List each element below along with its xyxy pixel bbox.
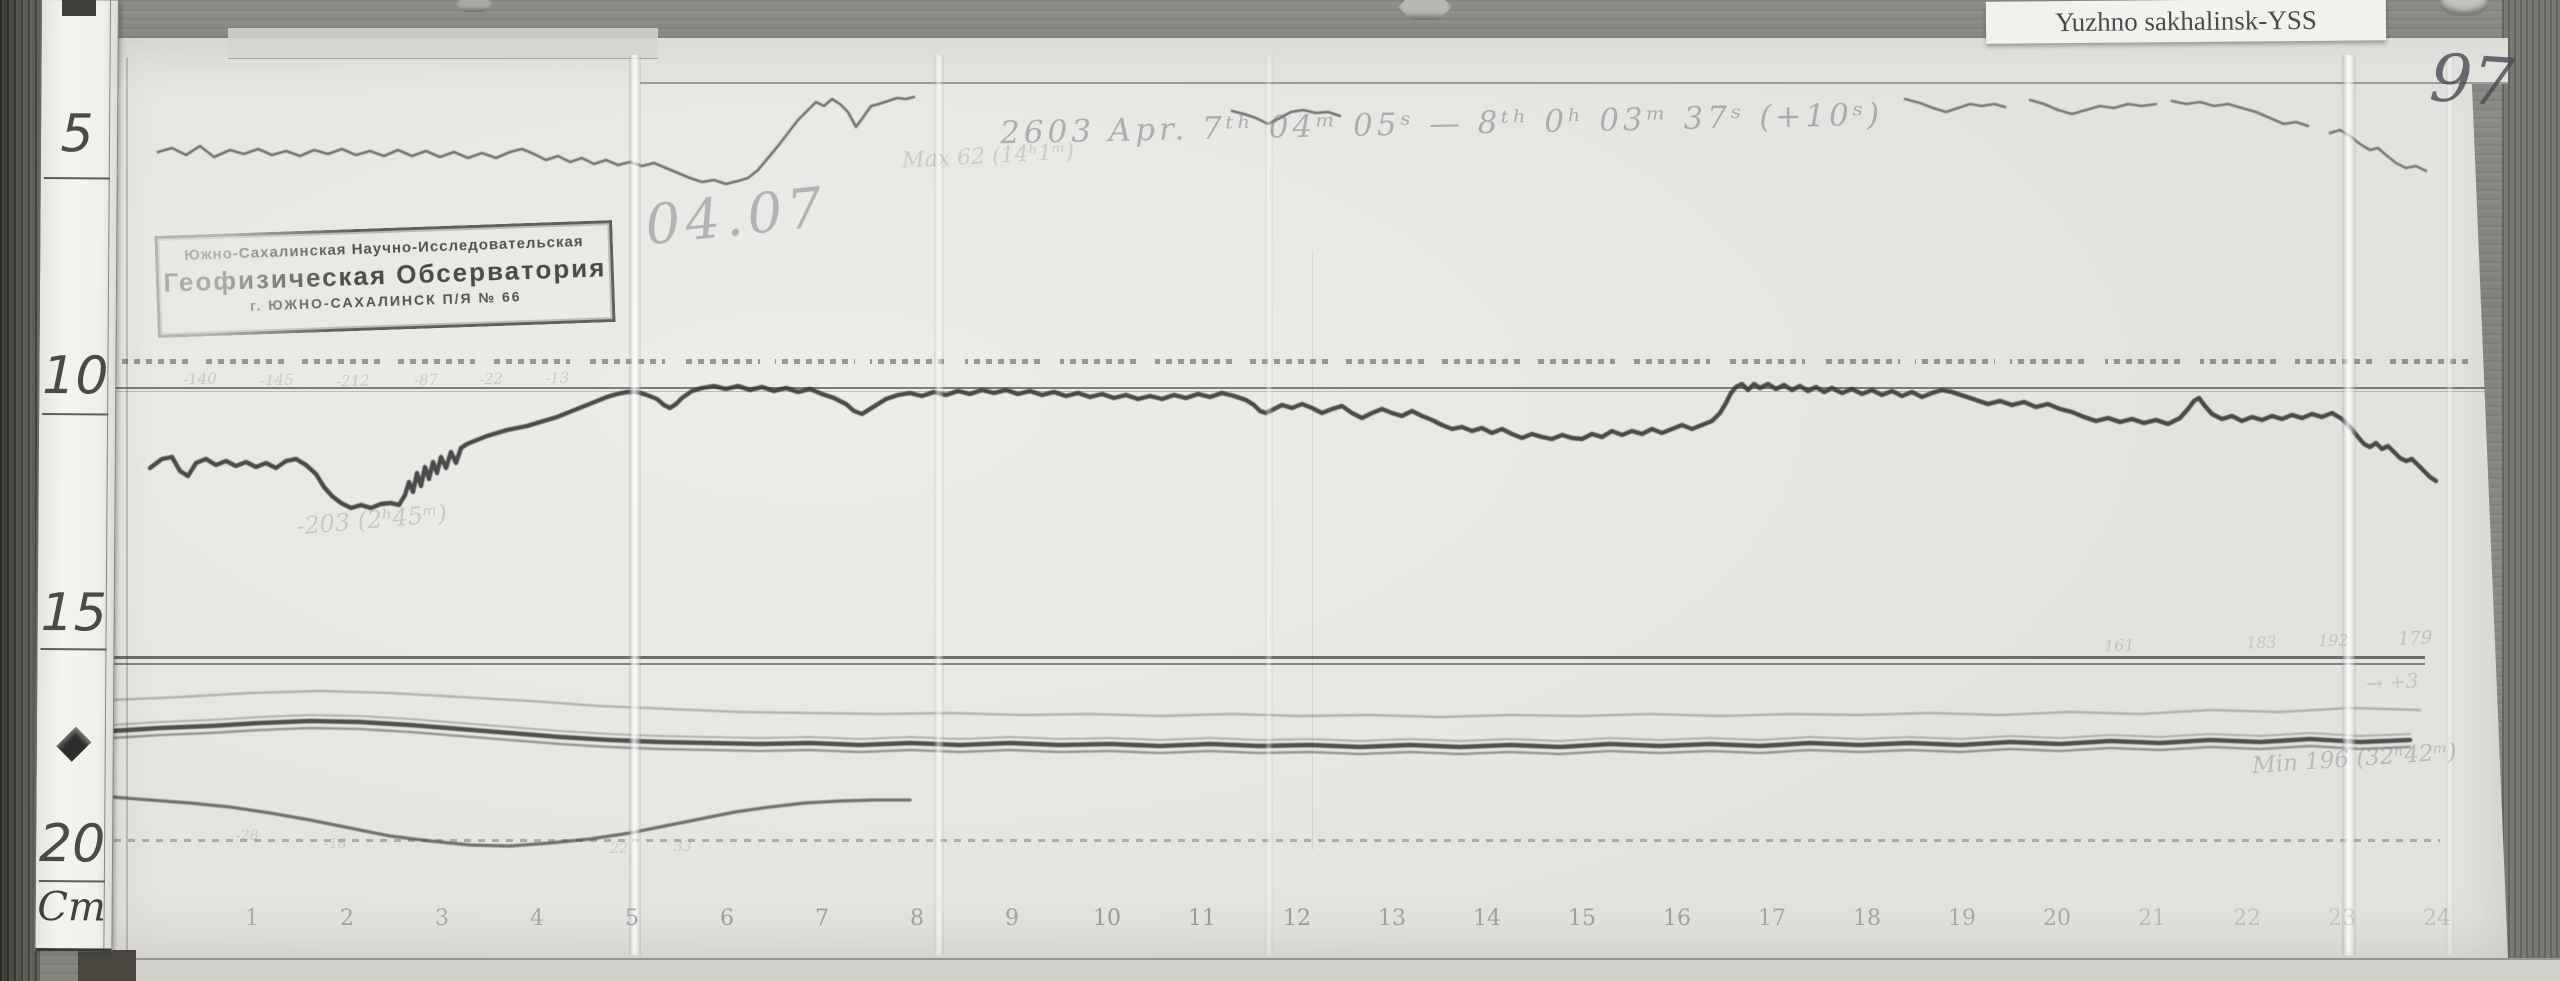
- hour-label: 7: [815, 906, 829, 931]
- corner-notch: [62, 0, 96, 16]
- fold-line: [2446, 55, 2454, 955]
- ruler-cm-label: 5: [60, 104, 94, 165]
- ruler-cm-label: 20: [38, 814, 106, 875]
- ruler-cm-line: [43, 177, 110, 180]
- ruler-cm-label: 10: [42, 346, 109, 407]
- fold-line: [2342, 55, 2356, 955]
- hour-label: 1: [245, 906, 259, 931]
- hour-label: 21: [2138, 906, 2166, 931]
- hour-label: 4: [530, 906, 544, 931]
- hour-label: 2: [340, 906, 354, 931]
- fold-line: [629, 55, 641, 955]
- hour-label: 17: [1758, 906, 1786, 931]
- fold-line: [1265, 55, 1273, 955]
- hour-label: 14: [1473, 906, 1501, 931]
- lower-baseline-1: [95, 656, 2425, 659]
- hour-label: 8: [910, 906, 924, 931]
- round-nut-icon: [2440, 0, 2488, 16]
- hour-axis: 1 2 3 4 5 6 7 8 9 10 11 12 13 14 15 16 17 18 19 20 21 22 23 24: [0, 906, 2560, 940]
- dotted-line-bottom: [100, 839, 2440, 842]
- observatory-stamp: Южно-Сахалинская Научно-Исследовательска…: [154, 220, 616, 338]
- hour-label: 10: [1093, 906, 1121, 931]
- minute-tick-row-upper: [110, 359, 2480, 364]
- hour-label: 18: [1853, 906, 1881, 931]
- hour-label: 19: [1948, 906, 1976, 931]
- ruler-cm-label: 15: [40, 583, 108, 644]
- upper-baseline-echo: [95, 391, 2485, 392]
- fold-line: [934, 55, 944, 955]
- hour-label: 22: [2233, 906, 2261, 931]
- chart-paper: [95, 38, 2508, 958]
- hour-label: 6: [720, 906, 734, 931]
- paper-left-crease: [126, 58, 128, 950]
- hour-label: 15: [1568, 906, 1596, 931]
- hour-label: 5: [625, 906, 639, 931]
- ruler-bottom-edge: [35, 947, 112, 952]
- station-label-tag: Yuzhno sakhalinsk-YSS: [1985, 0, 2387, 44]
- ruler-unit-label: Cm: [37, 884, 107, 931]
- paper-scratch: [1312, 250, 1313, 850]
- hour-label: 13: [1378, 906, 1406, 931]
- tape-strip: [228, 28, 658, 59]
- hour-label: 16: [1663, 906, 1691, 931]
- ruler-cm-line: [40, 648, 107, 651]
- hour-label: 9: [1005, 906, 1019, 931]
- upper-baseline: [95, 387, 2485, 389]
- station-label-text: Yuzhno sakhalinsk-YSS: [2054, 4, 2318, 38]
- wood-frame-right: [2502, 0, 2560, 981]
- hour-label: 24: [2423, 906, 2451, 931]
- hour-label: 12: [1283, 906, 1311, 931]
- wood-frame-left: [0, 0, 40, 981]
- hour-label: 23: [2328, 906, 2356, 931]
- hex-bolt-icon: [1398, 0, 1452, 20]
- hour-label: 11: [1188, 906, 1216, 931]
- ruler-cm-line: [38, 880, 105, 883]
- small-bolt-icon: [455, 0, 493, 12]
- shelf-edge: [95, 958, 2560, 981]
- lower-baseline-2: [95, 663, 2425, 665]
- diamond-marker: [56, 726, 92, 762]
- cm-ruler: 5 10 15 20 Cm: [33, 0, 119, 952]
- paper-overlay-strip: [640, 38, 2508, 84]
- hour-label: 20: [2043, 906, 2071, 931]
- shelf-corner-block: [78, 950, 136, 981]
- hour-label: 3: [435, 906, 449, 931]
- ruler-cm-line: [42, 413, 109, 416]
